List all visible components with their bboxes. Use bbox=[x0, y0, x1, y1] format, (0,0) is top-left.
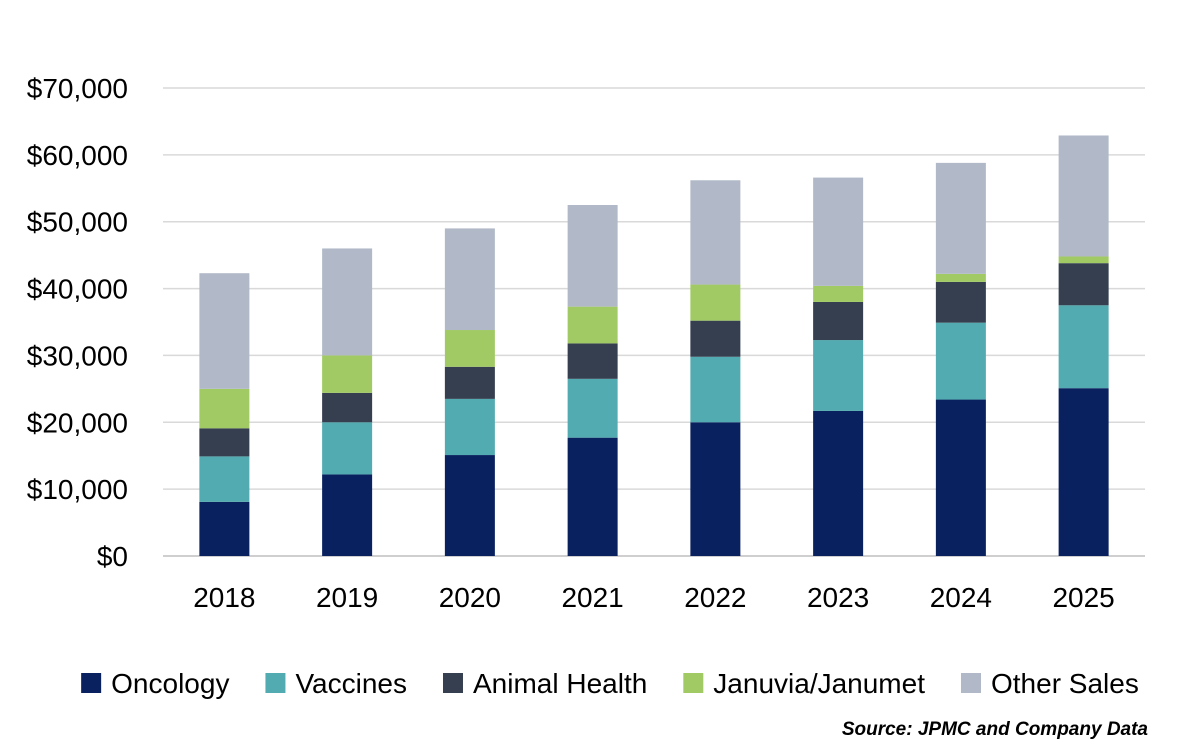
bar-segment-vaccines-2023 bbox=[813, 340, 864, 411]
source-note: Source: JPMC and Company Data bbox=[841, 719, 1148, 740]
bar-segment-oncology-2024 bbox=[935, 399, 986, 556]
bar-segment-oncology-2022 bbox=[690, 422, 741, 556]
bar-segment-other-sales-2025 bbox=[1058, 135, 1109, 257]
bar-segment-animal-health-2019 bbox=[322, 392, 373, 423]
x-tick-label: 2025 bbox=[1052, 582, 1114, 613]
bar-segment-animal-health-2024 bbox=[935, 281, 986, 323]
bar-segment-vaccines-2022 bbox=[690, 356, 741, 423]
gridlines bbox=[163, 87, 1145, 557]
bar-segment-januvia-janumet-2020 bbox=[444, 330, 495, 367]
legend-label: Vaccines bbox=[295, 668, 407, 699]
legend-item-animal-health: Animal Health bbox=[442, 668, 647, 699]
bar-segment-animal-health-2018 bbox=[199, 428, 250, 457]
x-tick-label: 2019 bbox=[316, 582, 378, 613]
legend-label: Animal Health bbox=[473, 668, 647, 699]
x-tick-label: 2021 bbox=[561, 582, 623, 613]
legend-item-oncology: Oncology bbox=[81, 668, 229, 699]
bars bbox=[199, 135, 1109, 556]
bar-segment-animal-health-2021 bbox=[567, 343, 618, 379]
bar-segment-other-sales-2022 bbox=[690, 180, 741, 285]
bar-segment-vaccines-2021 bbox=[567, 378, 618, 438]
bar-segment-other-sales-2018 bbox=[199, 273, 250, 389]
y-tick-label: $30,000 bbox=[27, 340, 128, 371]
legend-label: Other Sales bbox=[991, 668, 1139, 699]
bar-segment-januvia-janumet-2024 bbox=[935, 273, 986, 282]
x-tick-label: 2018 bbox=[193, 582, 255, 613]
bar-segment-vaccines-2020 bbox=[444, 398, 495, 456]
bar-segment-animal-health-2023 bbox=[813, 301, 864, 341]
bar-segment-other-sales-2024 bbox=[935, 162, 986, 274]
bar-segment-januvia-janumet-2022 bbox=[690, 284, 741, 321]
bar-segment-animal-health-2025 bbox=[1058, 263, 1109, 306]
legend-swatch bbox=[81, 673, 102, 693]
y-axis-tick-labels: $0 $10,000 $20,000 $30,000 $40,000 $50,000 $60… bbox=[27, 73, 128, 572]
legend-swatch bbox=[960, 673, 981, 693]
x-tick-label: 2024 bbox=[930, 582, 992, 613]
bar-segment-vaccines-2019 bbox=[322, 422, 373, 475]
bar-segment-januvia-janumet-2023 bbox=[813, 285, 864, 302]
bar-segment-oncology-2019 bbox=[322, 474, 373, 556]
bar-segment-other-sales-2019 bbox=[322, 248, 373, 356]
y-tick-label: $20,000 bbox=[27, 407, 128, 438]
x-tick-label: 2022 bbox=[684, 582, 746, 613]
y-tick-label: $40,000 bbox=[27, 274, 128, 305]
legend-item-januvia-janumet: Januvia/Janumet bbox=[683, 668, 925, 699]
bar-segment-oncology-2025 bbox=[1058, 388, 1109, 556]
bar-segment-vaccines-2025 bbox=[1058, 305, 1109, 389]
legend-swatch bbox=[683, 673, 704, 693]
legend-swatch bbox=[265, 673, 286, 693]
x-tick-label: 2020 bbox=[439, 582, 501, 613]
legend-item-vaccines: Vaccines bbox=[265, 668, 407, 699]
bar-segment-oncology-2020 bbox=[444, 455, 495, 556]
bar-segment-januvia-janumet-2021 bbox=[567, 306, 618, 344]
y-tick-label: $60,000 bbox=[27, 140, 128, 171]
legend-item-other-sales: Other Sales bbox=[960, 668, 1139, 699]
bar-segment-oncology-2021 bbox=[567, 437, 618, 556]
bar-segment-oncology-2023 bbox=[813, 410, 864, 556]
bar-segment-vaccines-2018 bbox=[199, 456, 250, 502]
bar-segment-animal-health-2020 bbox=[444, 366, 495, 399]
y-tick-label: $50,000 bbox=[27, 207, 128, 238]
bar-segment-other-sales-2023 bbox=[813, 177, 864, 286]
y-tick-label: $10,000 bbox=[27, 474, 128, 505]
bar-segment-januvia-janumet-2019 bbox=[322, 355, 373, 393]
bar-segment-januvia-janumet-2025 bbox=[1058, 256, 1109, 264]
legend: Oncology Vaccines Animal Health Januvia/Jan… bbox=[81, 668, 1139, 699]
bar-segment-vaccines-2024 bbox=[935, 322, 986, 400]
legend-label: Oncology bbox=[111, 668, 229, 699]
x-axis-tick-labels: 2018 2019 2020 2021 2022 2023 2024 2025 bbox=[193, 582, 1115, 613]
bar-segment-oncology-2018 bbox=[199, 501, 250, 556]
x-tick-label: 2023 bbox=[807, 582, 869, 613]
legend-label: Januvia/Janumet bbox=[713, 668, 925, 699]
y-tick-label: $0 bbox=[97, 541, 128, 572]
bar-segment-animal-health-2022 bbox=[690, 320, 741, 357]
legend-swatch bbox=[442, 673, 463, 693]
bar-segment-januvia-janumet-2018 bbox=[199, 388, 250, 429]
bar-segment-other-sales-2021 bbox=[567, 205, 618, 307]
bar-segment-other-sales-2020 bbox=[444, 228, 495, 331]
y-tick-label: $70,000 bbox=[27, 73, 128, 104]
